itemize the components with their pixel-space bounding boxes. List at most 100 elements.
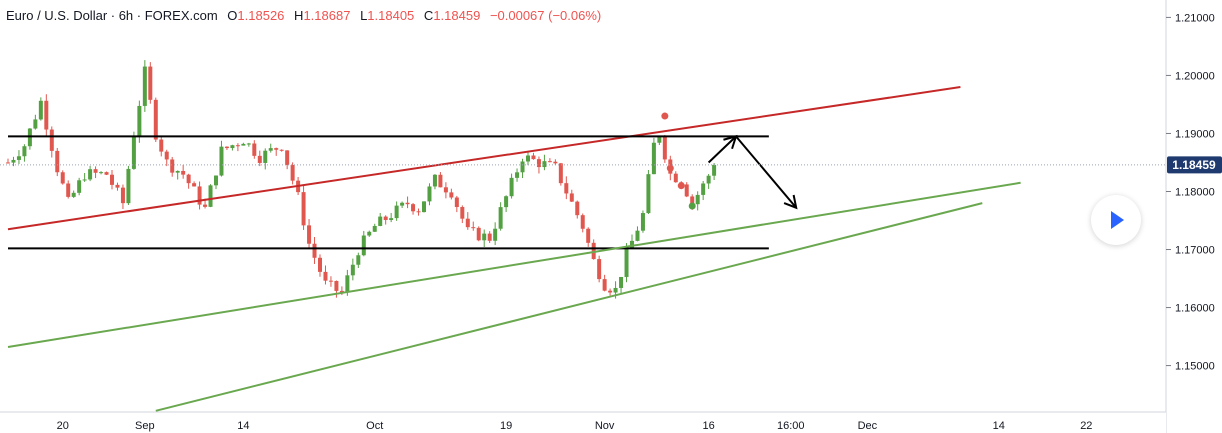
candle-body <box>27 128 32 147</box>
candle-body <box>71 192 76 197</box>
candle-body <box>712 164 717 176</box>
markers-layer <box>661 112 696 210</box>
low-label: L <box>360 8 368 23</box>
candle-body <box>197 186 202 205</box>
candle-body <box>394 205 399 219</box>
candle-body <box>526 155 530 162</box>
candle-body <box>509 177 514 197</box>
candles-layer <box>6 60 717 299</box>
candle-body <box>613 287 618 293</box>
candle-body <box>701 183 706 195</box>
time-axis[interactable]: 20 Sep 14 Oct 19 Nov 16 16:00 Dec 14 22 <box>57 420 1093 432</box>
candle-body <box>246 143 251 145</box>
signal-marker-dot <box>677 182 685 190</box>
candle-body <box>640 213 645 231</box>
price-tick-label: 1.21000 <box>1175 12 1215 24</box>
high-value: 1.18687 <box>303 8 351 23</box>
candle-body <box>22 146 27 157</box>
candle-body <box>230 145 235 149</box>
candle-body <box>6 162 10 164</box>
candle-body <box>186 174 191 184</box>
time-tick-label: 14 <box>993 420 1005 432</box>
candle-body <box>580 215 585 229</box>
candle-body <box>438 174 443 188</box>
candle-body <box>60 172 65 184</box>
candle-body <box>301 192 306 226</box>
candle-body <box>405 202 410 205</box>
candle-body <box>427 186 432 202</box>
price-tick-label: 1.19000 <box>1175 128 1215 140</box>
price-tick-label: 1.15000 <box>1175 361 1215 373</box>
candle-body <box>504 196 509 208</box>
signal-marker-dot <box>666 164 674 172</box>
trend-line <box>7 86 961 231</box>
close-label: C <box>423 8 434 23</box>
candle-body <box>498 207 503 229</box>
symbol-title[interactable]: Euro / U.S. Dollar · 6h · FOREX.com <box>6 8 218 23</box>
candle-body <box>564 183 569 194</box>
candle-body <box>192 183 197 187</box>
candle-body <box>263 150 268 163</box>
candle-body <box>219 146 224 176</box>
candle-body <box>290 164 295 181</box>
candle-body <box>684 184 689 197</box>
candle-body <box>476 227 481 241</box>
time-tick-label: Dec <box>858 420 878 432</box>
last-price-badge-bg <box>1167 156 1222 174</box>
candle-body <box>252 143 257 156</box>
candle-body <box>619 276 624 288</box>
candle-body <box>181 170 186 175</box>
candle-body <box>416 211 421 213</box>
arrows-layer <box>707 134 798 210</box>
candle-body <box>575 201 580 216</box>
candle-body <box>175 170 180 173</box>
candle-body <box>383 216 388 220</box>
time-axis-bg <box>0 412 1166 433</box>
candle-body <box>268 148 273 151</box>
projection-arrow-head <box>783 194 798 210</box>
candle-body <box>547 161 552 163</box>
candle-body <box>241 143 246 146</box>
candle-body <box>279 149 284 151</box>
replay-play-button[interactable] <box>1091 195 1141 245</box>
projection-arrow-line <box>707 135 737 164</box>
candle-body <box>635 230 640 241</box>
candle-body <box>465 218 470 228</box>
candle-body <box>449 192 454 198</box>
symbol-legend: Euro / U.S. Dollar · 6h · FOREX.com O1.1… <box>6 8 601 23</box>
last-price-badge-text: 1.18459 <box>1172 158 1216 172</box>
price-axis[interactable]: 1.21000 1.20000 1.19000 1.18000 1.17000 1.160… <box>1166 12 1215 373</box>
candle-body <box>361 235 366 256</box>
time-tick-label: Nov <box>595 420 615 432</box>
candle-body <box>695 194 700 205</box>
candle-body <box>334 280 339 291</box>
candle-body <box>651 142 656 175</box>
candle-body <box>553 161 558 164</box>
candle-body <box>411 204 416 212</box>
candle-body <box>690 196 695 205</box>
candle-body <box>662 136 667 160</box>
candle-body <box>586 228 591 243</box>
candle-body <box>208 185 213 207</box>
candle-body <box>536 159 541 168</box>
play-icon <box>1111 211 1124 229</box>
price-tick-label: 1.16000 <box>1175 303 1215 315</box>
candle-body <box>274 148 279 150</box>
trendlines-layer <box>7 86 1021 412</box>
open-value: 1.18526 <box>237 8 285 23</box>
candle-body <box>159 139 164 152</box>
candle-body <box>77 180 82 193</box>
candle-body <box>153 99 158 140</box>
candle-body <box>203 204 208 207</box>
trend-line <box>155 202 983 412</box>
candle-body <box>493 228 498 241</box>
time-tick-label: 22 <box>1080 420 1092 432</box>
time-tick-label: Sep <box>135 420 155 432</box>
candle-body <box>558 163 563 184</box>
projection-arrow-line <box>735 135 797 209</box>
low-value: 1.18405 <box>367 8 415 23</box>
candle-body <box>170 159 175 173</box>
candle-body <box>66 183 71 197</box>
candle-body <box>608 290 613 293</box>
